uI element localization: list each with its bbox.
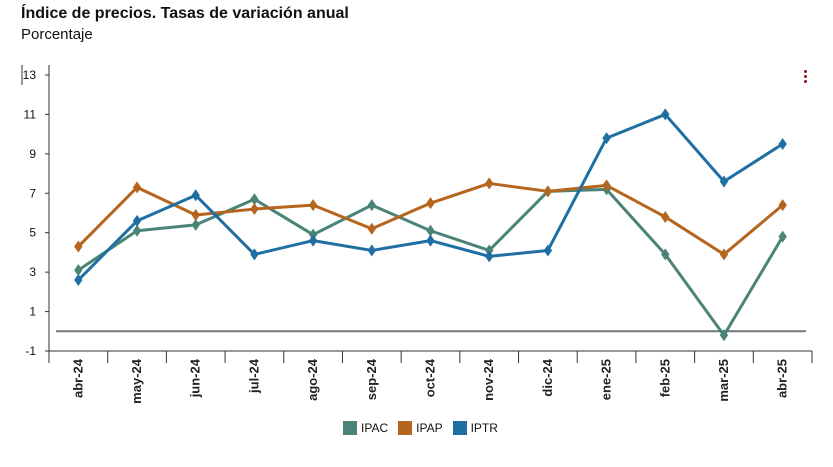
x-tick-label: abr-24 [70, 358, 85, 398]
y-tick-label: -1 [25, 344, 36, 358]
legend: IPAC IPAP IPTR [343, 421, 498, 435]
legend-label-ipac: IPAC [361, 421, 389, 435]
y-tick-label: 5 [29, 226, 36, 240]
data-point-iptr [602, 132, 611, 145]
y-tick-label: 9 [29, 147, 36, 161]
legend-item-iptr[interactable]: IPTR [452, 421, 498, 435]
data-point-ipap [250, 203, 259, 216]
data-point-ipap [778, 199, 787, 212]
data-point-iptr [719, 175, 729, 188]
x-tick-label: ago-24 [305, 358, 320, 401]
x-tick-label: jun-24 [188, 358, 203, 398]
x-tick-label: mar-25 [716, 359, 731, 402]
data-point-iptr [484, 250, 494, 263]
data-point-ipap [661, 210, 670, 223]
legend-swatch-iptr [452, 421, 467, 435]
x-tick-label: ene-25 [599, 359, 614, 400]
data-point-ipac [367, 199, 377, 212]
data-point-ipap [426, 197, 435, 210]
x-tick-label: dic-24 [540, 358, 555, 396]
data-point-ipac [778, 230, 787, 243]
data-point-iptr [543, 244, 553, 257]
data-point-ipac [191, 218, 200, 231]
legend-label-ipap: IPAP [416, 421, 443, 435]
data-point-iptr [308, 234, 318, 247]
x-tick-label: sep-24 [364, 358, 379, 400]
legend-label-iptr: IPTR [470, 421, 498, 435]
chart-title: Índice de precios. Tasas de variación an… [21, 5, 349, 22]
more-vertical-icon[interactable] [802, 70, 810, 88]
data-point-ipac [74, 264, 83, 277]
data-point-ipap [719, 248, 729, 261]
chart-subtitle: Porcentaje [21, 26, 93, 43]
data-point-ipac [661, 248, 670, 261]
y-tick-label: 11 [24, 107, 37, 121]
data-point-ipap [132, 181, 142, 194]
x-tick-label: jul-24 [246, 358, 261, 394]
data-point-iptr [132, 214, 142, 227]
data-point-iptr [74, 274, 83, 287]
legend-item-ipac[interactable]: IPAC [343, 421, 388, 435]
data-point-iptr [250, 248, 259, 261]
legend-swatch-ipap [398, 421, 413, 435]
data-point-iptr [367, 244, 377, 257]
data-point-ipap [191, 208, 200, 221]
data-point-ipap [308, 199, 318, 212]
x-tick-label: abr-25 [775, 359, 790, 398]
data-point-ipap [367, 222, 377, 235]
series-line-ipac [77, 187, 784, 337]
legend-item-ipap[interactable]: IPAP [398, 421, 443, 435]
x-tick-label: feb-25 [657, 359, 672, 397]
y-tick-label: 13 [23, 68, 37, 82]
data-point-ipap [484, 177, 494, 190]
data-point-iptr [191, 189, 200, 202]
data-point-iptr [426, 234, 435, 247]
data-point-ipac [719, 329, 729, 342]
x-tick-label: oct-24 [423, 358, 438, 397]
x-tick-label: nov-24 [481, 358, 496, 401]
y-tick-label: 3 [29, 265, 36, 279]
legend-swatch-ipac [343, 421, 357, 435]
y-tick-label: 1 [29, 305, 36, 319]
data-point-ipac [250, 193, 259, 206]
data-point-iptr [661, 108, 670, 121]
data-point-iptr [778, 138, 787, 150]
data-point-ipap [602, 179, 611, 192]
y-tick-label: 7 [29, 186, 36, 200]
x-tick-label: may-24 [129, 358, 144, 404]
data-point-ipac [426, 224, 435, 237]
data-point-ipac [132, 224, 142, 237]
data-point-ipap [74, 240, 83, 253]
data-point-ipap [543, 185, 553, 198]
